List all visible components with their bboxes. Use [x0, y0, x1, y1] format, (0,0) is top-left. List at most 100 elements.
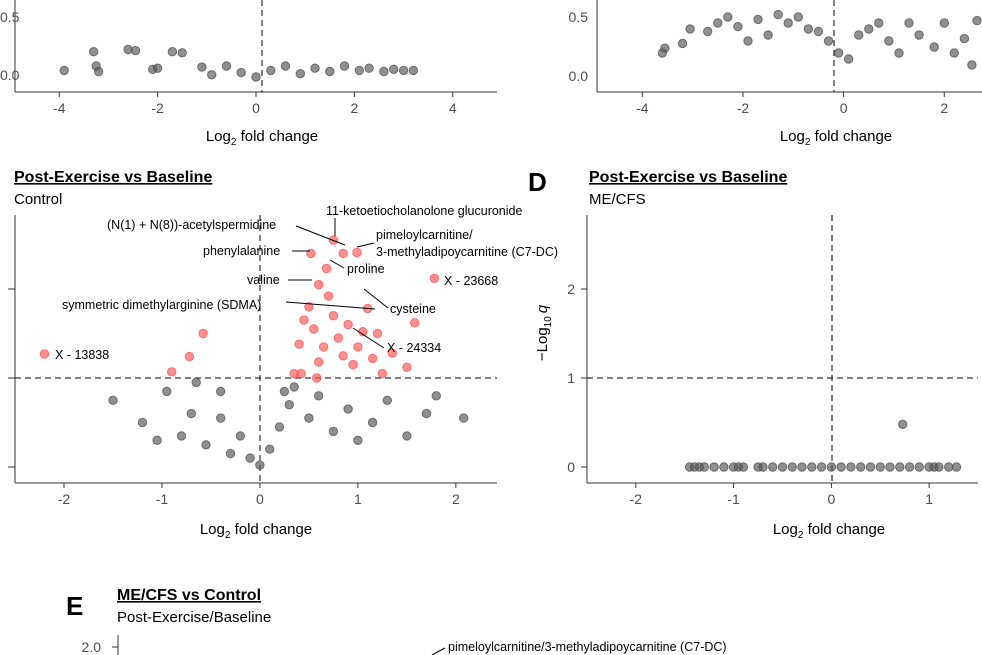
- annotation-label: X - 24334: [387, 341, 441, 355]
- data-point: [894, 48, 904, 58]
- annotation-label: proline: [347, 262, 385, 276]
- panel-e-subtitle: Post-Exercise/Baseline: [117, 609, 271, 626]
- annotation-label: X - 23668: [444, 274, 498, 288]
- annotation-label: phenylalanine: [203, 244, 280, 258]
- data-point: [951, 462, 962, 472]
- data-point: [321, 263, 332, 274]
- y-tick-label: 0: [567, 459, 575, 475]
- data-point: [338, 248, 348, 259]
- data-point: [352, 247, 362, 258]
- data-point: [959, 33, 970, 44]
- data-point: [201, 440, 211, 450]
- data-point: [304, 302, 314, 312]
- data-point: [885, 462, 895, 472]
- data-point: [280, 61, 291, 71]
- data-point: [299, 315, 309, 325]
- data-point: [768, 462, 778, 472]
- panel-e: E ME/CFS vs Control Post-Exercise/Baseli…: [66, 587, 727, 655]
- data-point: [874, 18, 884, 28]
- data-point: [379, 66, 389, 77]
- annotation-label: valine: [247, 273, 280, 287]
- data-point: [807, 462, 817, 472]
- data-point: [284, 400, 294, 410]
- data-point: [314, 357, 324, 367]
- data-point: [677, 38, 688, 49]
- data-point: [310, 63, 320, 73]
- annotation-leader: [431, 647, 446, 655]
- panel-b-ytick-label: 0.0: [569, 68, 589, 84]
- data-point: [773, 9, 783, 20]
- data-point: [703, 26, 713, 37]
- annotation-label: symmetric dimethylarginine (SDMA): [62, 298, 261, 312]
- data-point: [207, 70, 217, 80]
- data-point: [431, 391, 441, 401]
- data-point: [295, 69, 305, 79]
- panel-e-title: ME/CFS vs Control: [117, 587, 261, 604]
- annotation-label: 11-ketoetiocholanolone glucuronide: [326, 204, 522, 218]
- data-point: [274, 422, 285, 432]
- data-point: [314, 279, 324, 290]
- data-point: [367, 353, 378, 364]
- panel-d-title: Post-Exercise vs Baseline: [589, 169, 787, 186]
- x-tick-label: -2: [630, 491, 643, 507]
- data-point: [318, 342, 329, 352]
- panel-c-subtitle: Control: [14, 191, 62, 208]
- x-tick-label: 1: [354, 491, 362, 507]
- data-point: [410, 318, 420, 328]
- data-point: [797, 462, 807, 472]
- data-point: [294, 339, 304, 349]
- data-point: [251, 72, 261, 82]
- annotation-label: (N(1) + N(8))-acetylspermidine: [107, 218, 276, 232]
- data-point: [864, 24, 874, 34]
- data-point: [823, 36, 834, 46]
- y-tick-label: 1: [567, 370, 575, 386]
- annotation-label: cysteine: [390, 302, 436, 316]
- data-point: [191, 377, 201, 388]
- data-point: [372, 328, 383, 339]
- data-point: [328, 426, 339, 437]
- data-point: [304, 413, 314, 423]
- annotation-leader: [295, 225, 346, 246]
- data-point: [763, 30, 773, 40]
- data-point: [402, 431, 412, 441]
- x-tick-label: 1: [925, 491, 933, 507]
- panel-c: Post-Exercise vs Baseline Control -2 -1 0 1…: [8, 169, 558, 541]
- annotation-label: X - 13838: [55, 348, 109, 362]
- data-point: [929, 42, 939, 52]
- data-point: [339, 61, 350, 71]
- data-point: [459, 413, 469, 423]
- data-point: [221, 61, 232, 71]
- data-point: [152, 435, 162, 445]
- x-tick-label: 2: [940, 100, 948, 116]
- panel-d-y-axis-label: −Log10q: [534, 304, 554, 361]
- data-point: [216, 413, 226, 423]
- data-point: [865, 462, 876, 472]
- data-point: [265, 444, 275, 454]
- data-point: [314, 391, 324, 401]
- data-point: [235, 431, 246, 441]
- data-point: [738, 462, 749, 472]
- x-tick-label: 0: [256, 491, 264, 507]
- data-point: [826, 462, 837, 472]
- data-point: [343, 319, 353, 330]
- data-point: [296, 368, 306, 379]
- data-point: [914, 30, 924, 40]
- data-point: [833, 48, 844, 58]
- x-tick-label: -1: [156, 491, 169, 507]
- data-point: [898, 419, 908, 429]
- panel-a-x-axis-label: Log2 fold change: [206, 128, 318, 148]
- data-point: [934, 462, 944, 472]
- data-point: [236, 67, 246, 78]
- panel-a: -4 -2 0 2 4 0.5 0.0 Log2 fold change: [0, 0, 497, 148]
- data-point: [367, 417, 378, 428]
- data-point: [108, 395, 118, 405]
- data-point: [854, 30, 864, 40]
- data-point: [198, 328, 208, 339]
- data-point: [306, 248, 316, 259]
- data-point: [723, 12, 733, 22]
- data-point: [914, 462, 924, 472]
- panel-d-letter: D: [528, 167, 547, 197]
- annotation-label: pimeloylcarnitine/3-methyladipoycarnitin…: [448, 640, 727, 654]
- data-point: [846, 462, 856, 472]
